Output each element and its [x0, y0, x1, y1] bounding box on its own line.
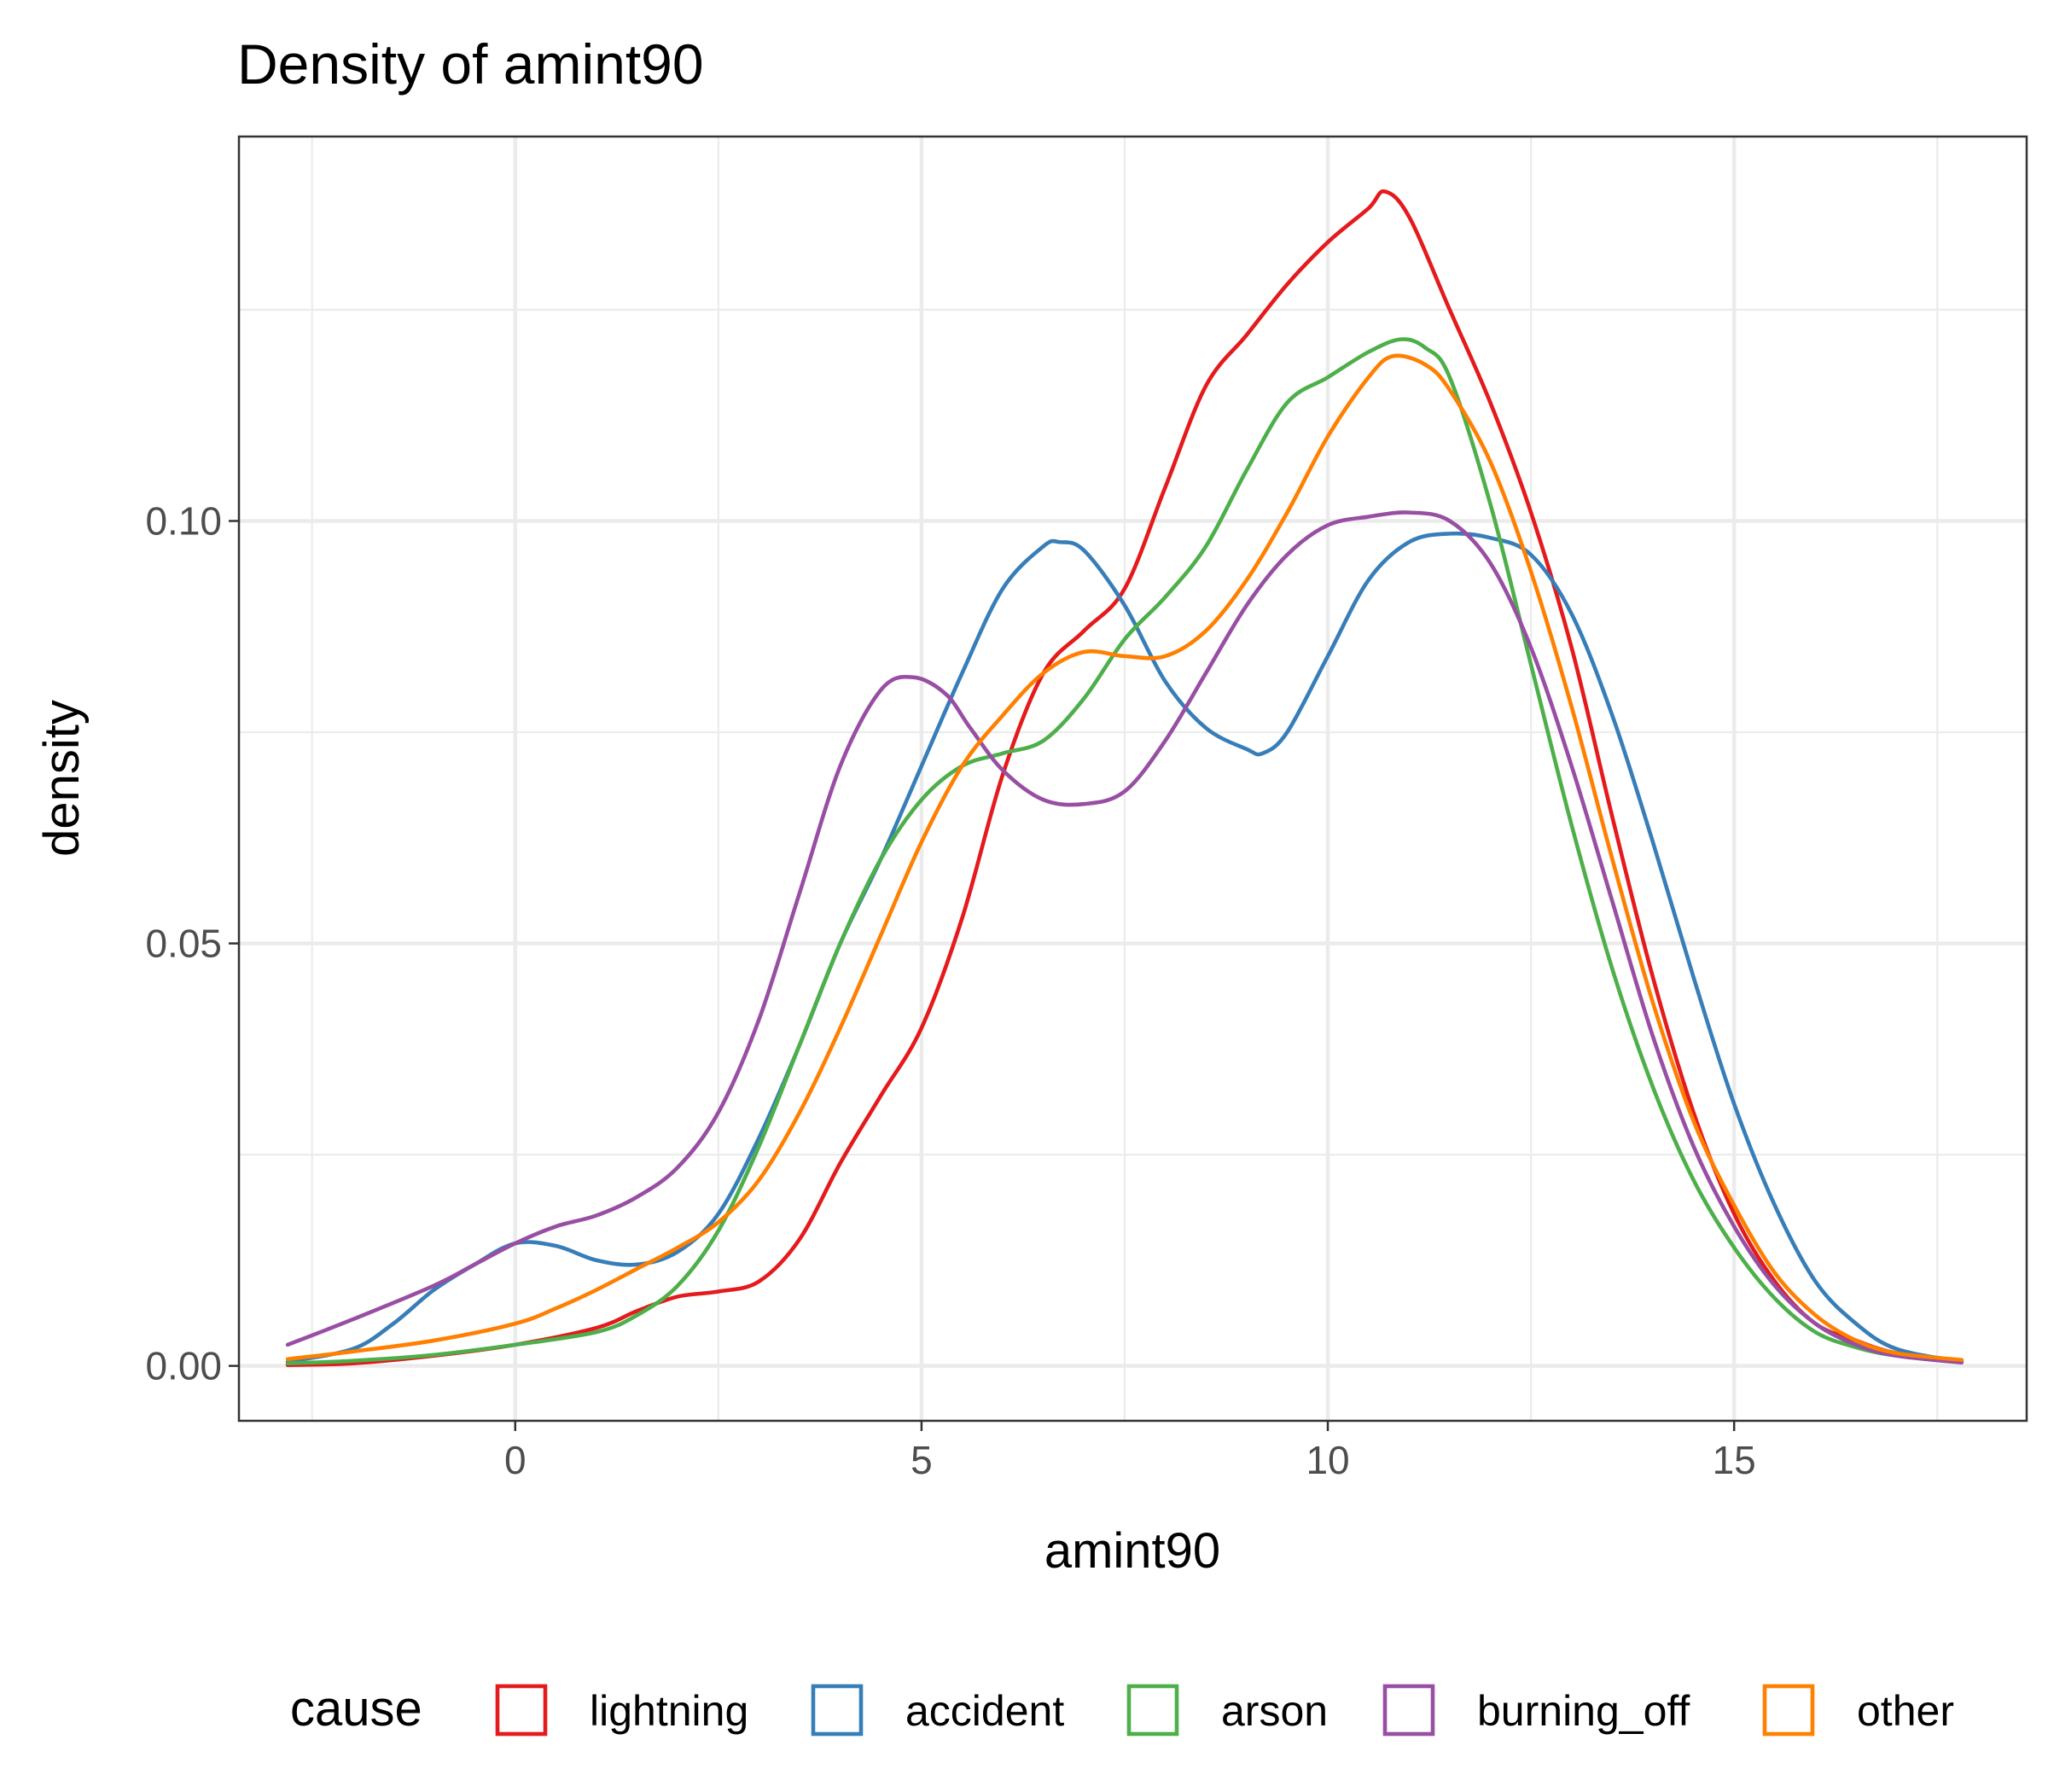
legend-key-other — [1762, 1684, 1815, 1737]
legend-label-accident: accident — [905, 1687, 1064, 1735]
x-tick-label: 10 — [1306, 1438, 1349, 1482]
x-tick-label: 15 — [1713, 1438, 1756, 1482]
legend-label-burning-off: burning_off — [1477, 1687, 1690, 1735]
y-axis: 0.00 0.05 0.10 — [145, 499, 239, 1388]
series-line-arson — [285, 337, 1964, 1365]
legend-title: cause — [290, 1681, 422, 1737]
legend-key-burning-off — [1382, 1684, 1435, 1737]
legend-items: lightning accident arson burning_off other — [495, 1684, 1954, 1737]
y-axis-title: density — [34, 700, 90, 857]
minor-gridlines — [239, 137, 2027, 1421]
x-axis-title: amint90 — [1044, 1523, 1220, 1579]
legend: cause lightning accident arson burning_off o… — [290, 1681, 1954, 1737]
series-line-accident — [285, 531, 1964, 1364]
density-curves — [285, 189, 1964, 1367]
legend-key-arson — [1126, 1684, 1179, 1737]
legend-key-accident — [811, 1684, 864, 1737]
series-line-burning-off — [285, 510, 1964, 1364]
plot-panel — [237, 135, 2028, 1423]
y-tick-label: 0.10 — [145, 499, 222, 544]
x-tick-label: 5 — [911, 1438, 933, 1482]
legend-key-lightning — [495, 1684, 548, 1737]
y-tick-label: 0.05 — [145, 922, 222, 966]
y-tick-label: 0.00 — [145, 1344, 222, 1388]
x-axis: 0 5 10 15 — [504, 1421, 1756, 1482]
x-tick-label: 0 — [504, 1438, 527, 1482]
panel-border — [237, 135, 2028, 1423]
chart-title: Density of amint90 — [237, 32, 704, 96]
legend-label-lightning: lightning — [590, 1687, 748, 1735]
panel-background — [239, 137, 2027, 1421]
legend-label-other: other — [1857, 1687, 1954, 1735]
major-gridlines — [239, 137, 2027, 1421]
legend-label-arson: arson — [1221, 1687, 1328, 1735]
series-line-lightning — [285, 189, 1964, 1367]
series-line-other — [285, 353, 1964, 1363]
